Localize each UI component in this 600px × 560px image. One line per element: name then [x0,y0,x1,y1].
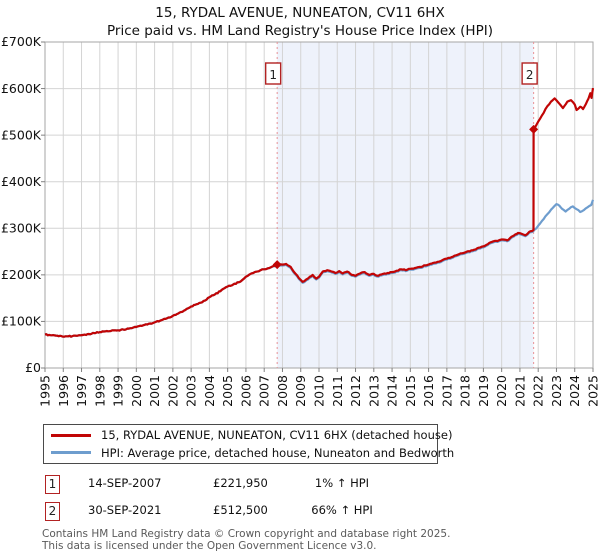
legend-item-hpi: HPI: Average price, detached house, Nune… [44,446,454,460]
svg-text:2015: 2015 [403,375,418,407]
svg-text:2006: 2006 [238,375,253,407]
svg-text:2012: 2012 [348,375,363,407]
license-footer: Contains HM Land Registry data © Crown c… [42,528,451,552]
chart-sale-badge-box-2 [521,62,538,85]
hpi-line-swatch [51,451,91,455]
svg-text:2018: 2018 [458,375,473,407]
svg-text:£100K: £100K [1,314,42,329]
sale-hpi-change: 66% ↑ HPI [311,503,373,517]
svg-text:2000: 2000 [129,375,144,407]
svg-text:2005: 2005 [220,375,235,407]
svg-text:2024: 2024 [567,375,582,407]
footer-licence: This data is licensed under the Open Gov… [42,539,377,552]
svg-text:£400K: £400K [1,174,42,189]
svg-text:1997: 1997 [74,375,89,407]
svg-text:£300K: £300K [1,220,42,235]
price-history-chart: 1 2 £0 £100K £200K £300K £400K £500K £600K £700K 1… [1,34,600,407]
svg-text:2002: 2002 [165,375,180,407]
svg-text:2017: 2017 [439,375,454,407]
sale-diamond-marker-1 [272,260,282,270]
sale-hpi-change: 1% ↑ HPI [314,476,370,490]
svg-text:£700K: £700K [1,34,42,49]
y-axis-labels: £0 £100K £200K £300K £400K £500K £600K £700K [1,34,42,375]
svg-text:2013: 2013 [366,375,381,407]
chart-sale-badge-box-1 [264,62,282,85]
sale-diamond-marker-2 [529,124,539,134]
svg-text:1998: 1998 [92,375,107,407]
svg-text:2016: 2016 [421,375,436,407]
sale-number-badge: 2 [45,502,60,521]
chart-sale-badge-label-1: 1 [269,68,277,82]
svg-text:2004: 2004 [202,375,217,407]
sale-number-badge: 1 [45,475,60,494]
svg-text:1996: 1996 [56,375,71,407]
sale-record-row: 1 14-SEP-2007 £221,950 1% ↑ HPI [0,475,600,495]
sale-price: £512,500 [213,503,268,517]
svg-text:£200K: £200K [1,267,42,282]
legend-item-property: 15, RYDAL AVENUE, NUNEATON, CV11 6HX (de… [44,428,452,442]
svg-text:2003: 2003 [184,375,199,407]
svg-text:2020: 2020 [494,375,509,407]
svg-text:£600K: £600K [1,81,42,96]
sale-date: 30-SEP-2021 [88,503,162,517]
svg-text:£0: £0 [25,360,41,375]
footer-copyright: Contains HM Land Registry data © Crown c… [42,528,451,540]
legend: 15, RYDAL AVENUE, NUNEATON, CV11 6HX (de… [43,424,454,464]
svg-text:2021: 2021 [512,375,527,407]
svg-text:2009: 2009 [293,375,308,407]
chart-sale-badge-label-2: 2 [526,68,534,82]
svg-text:2010: 2010 [312,375,327,407]
svg-text:2025: 2025 [586,375,600,407]
x-axis-labels: 1995 1996 1997 1998 1999 2000 2001 2002 2003 2004… [38,375,600,407]
svg-text:2008: 2008 [275,375,290,407]
svg-text:£500K: £500K [1,127,42,142]
price-paid-line [44,87,595,338]
property-line-swatch [51,433,91,437]
legend-label-hpi: HPI: Average price, detached house, Nune… [101,445,455,460]
svg-text:2023: 2023 [549,375,564,407]
between-sales-shaded-region [277,42,534,368]
svg-text:2014: 2014 [385,375,400,407]
svg-text:2019: 2019 [476,375,491,407]
page-subtitle: Price paid vs. HM Land Registry's House … [107,23,493,39]
gridlines [44,41,594,369]
svg-text:2011: 2011 [330,375,345,407]
sale-price: £221,950 [213,476,268,490]
sale-record-row: 2 30-SEP-2021 £512,500 66% ↑ HPI [0,502,600,522]
axis-ticks [41,41,594,372]
page-title: 15, RYDAL AVENUE, NUNEATON, CV11 6HX [155,5,445,21]
svg-text:2007: 2007 [257,375,272,407]
svg-text:1995: 1995 [38,375,53,407]
sale-date: 14-SEP-2007 [88,476,162,490]
svg-text:2001: 2001 [147,375,162,407]
svg-text:1999: 1999 [111,375,126,407]
legend-label-property: 15, RYDAL AVENUE, NUNEATON, CV11 6HX (de… [101,428,453,443]
svg-text:2022: 2022 [531,375,546,407]
